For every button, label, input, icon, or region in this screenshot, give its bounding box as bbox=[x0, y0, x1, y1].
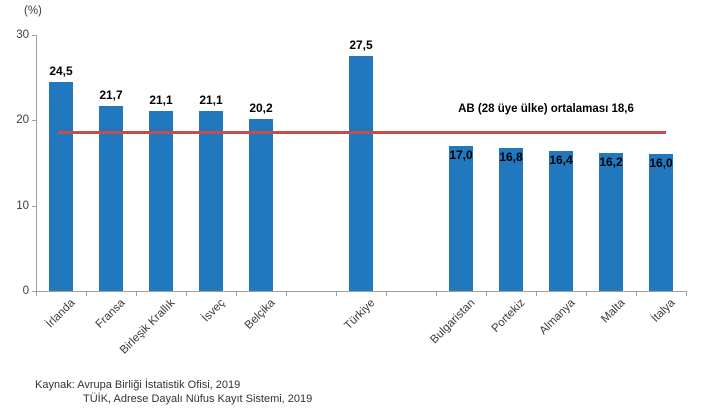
bar-value-label: 17,0 bbox=[449, 148, 473, 162]
source-note-line2: TÜİK, Adrese Dayalı Nüfus Kayıt Sistemi,… bbox=[83, 393, 313, 405]
x-tick bbox=[286, 292, 287, 296]
x-tick bbox=[436, 292, 437, 296]
y-tick-label: 0 bbox=[22, 285, 29, 297]
bar bbox=[49, 82, 73, 291]
y-tick bbox=[32, 120, 36, 121]
bar bbox=[549, 151, 573, 291]
category-label: Almanya bbox=[537, 297, 578, 338]
bar bbox=[599, 153, 623, 291]
source-note-line1: Kaynak: Avrupa Birliği İstatistik Ofisi,… bbox=[35, 379, 241, 391]
x-axis-line bbox=[36, 291, 687, 292]
y-tick-label: 20 bbox=[16, 114, 29, 126]
y-tick-label: 10 bbox=[16, 200, 29, 212]
bar bbox=[99, 106, 123, 291]
y-tick bbox=[32, 291, 36, 292]
bar bbox=[649, 154, 673, 291]
x-tick bbox=[386, 292, 387, 296]
y-tick bbox=[32, 35, 36, 36]
y-axis-unit-label: (%) bbox=[24, 5, 42, 17]
category-label: İtalya bbox=[649, 297, 678, 325]
bar-value-label: 24,5 bbox=[49, 64, 73, 78]
bar bbox=[449, 146, 473, 291]
bar-value-label: 16,4 bbox=[549, 153, 573, 167]
reference-line bbox=[58, 131, 666, 134]
bar bbox=[149, 111, 173, 291]
bar-value-label: 16,2 bbox=[599, 155, 623, 169]
bar-value-label: 27,5 bbox=[349, 38, 373, 52]
category-label: Malta bbox=[599, 297, 628, 326]
x-tick bbox=[636, 292, 637, 296]
x-tick bbox=[36, 292, 37, 296]
category-label: Türkiye bbox=[342, 297, 378, 333]
y-tick bbox=[32, 206, 36, 207]
reference-line-label: AB (28 üye ülke) ortalaması 18,6 bbox=[458, 103, 634, 115]
bar bbox=[349, 56, 373, 291]
bar-value-label: 16,8 bbox=[499, 150, 523, 164]
bar-value-label: 21,1 bbox=[199, 93, 223, 107]
category-label: Portekiz bbox=[489, 297, 528, 335]
x-tick bbox=[136, 292, 137, 296]
x-tick bbox=[686, 292, 687, 296]
bar-value-label: 16,0 bbox=[649, 156, 673, 170]
bar bbox=[499, 148, 523, 291]
x-tick bbox=[586, 292, 587, 296]
bar-value-label: 20,2 bbox=[249, 101, 273, 115]
category-label: Bulgaristan bbox=[428, 297, 478, 347]
bar-value-label: 21,1 bbox=[149, 93, 173, 107]
x-tick bbox=[86, 292, 87, 296]
x-tick bbox=[236, 292, 237, 296]
x-tick bbox=[336, 292, 337, 296]
x-tick bbox=[486, 292, 487, 296]
y-tick-label: 30 bbox=[16, 29, 29, 41]
bar-value-label: 21,7 bbox=[99, 88, 123, 102]
x-tick bbox=[536, 292, 537, 296]
y-axis-line bbox=[36, 35, 37, 292]
bar bbox=[249, 119, 273, 291]
x-tick bbox=[186, 292, 187, 296]
bar bbox=[199, 111, 223, 291]
